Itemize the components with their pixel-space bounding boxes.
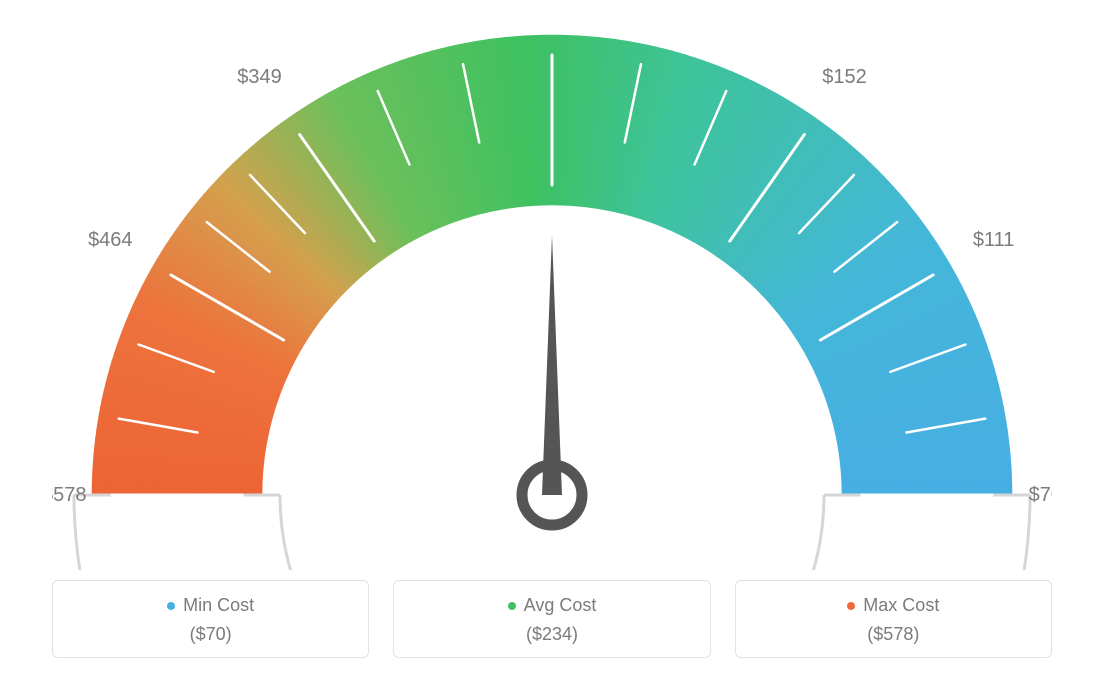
gauge-tick-label: $111 [973, 229, 1015, 251]
legend-max-value: ($578) [748, 624, 1039, 645]
legend-min-value: ($70) [65, 624, 356, 645]
gauge-tick-label: $578 [52, 484, 87, 506]
gauge-tick-label: $349 [237, 66, 282, 88]
gauge-tick-label: $70 [1029, 484, 1052, 506]
legend-avg-label: Avg Cost [524, 595, 597, 615]
cost-gauge: $70$111$152$234$349$464$578 [0, 0, 1104, 570]
legend-min-title: Min Cost [65, 595, 356, 616]
dot-icon [508, 602, 516, 610]
legend-avg-value: ($234) [406, 624, 697, 645]
legend-card-min: Min Cost ($70) [52, 580, 369, 658]
gauge-tick-label: $464 [88, 229, 133, 251]
legend-max-title: Max Cost [748, 595, 1039, 616]
legend-row: Min Cost ($70) Avg Cost ($234) Max Cost … [52, 580, 1052, 658]
dot-icon [847, 602, 855, 610]
legend-card-max: Max Cost ($578) [735, 580, 1052, 658]
gauge-svg: $70$111$152$234$349$464$578 [52, 0, 1052, 570]
legend-min-label: Min Cost [183, 595, 254, 615]
dot-icon [167, 602, 175, 610]
legend-card-avg: Avg Cost ($234) [393, 580, 710, 658]
legend-avg-title: Avg Cost [406, 595, 697, 616]
gauge-tick-label: $152 [822, 66, 867, 88]
legend-max-label: Max Cost [863, 595, 939, 615]
